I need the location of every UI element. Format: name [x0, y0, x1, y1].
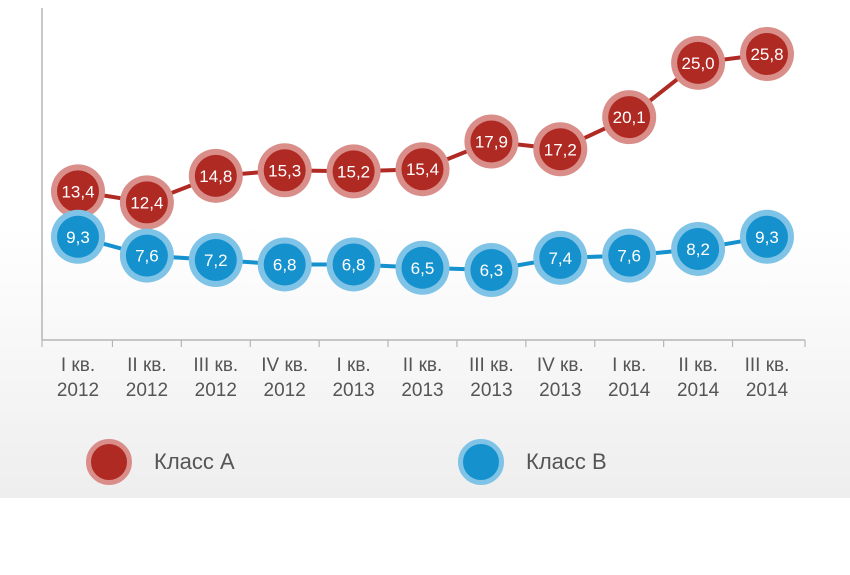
data-point-class-b [539, 236, 582, 279]
data-point-class-b [57, 215, 99, 258]
data-point-class-b [608, 234, 651, 277]
x-tick-label: II кв. 2014 [677, 355, 720, 401]
data-label-class-a: 17,2 [544, 140, 577, 159]
data-point-class-a [677, 41, 720, 84]
x-tick-label: III кв. 2012 [193, 355, 238, 401]
legend-marker-class-a [86, 439, 132, 485]
data-point-class-b [470, 249, 513, 291]
data-label-class-a: 25,0 [682, 54, 715, 73]
x-tick-label: I кв. 2014 [608, 355, 651, 401]
data-label-class-b: 6,8 [342, 255, 366, 274]
data-point-class-a [539, 128, 582, 171]
data-point-class-b [125, 234, 168, 277]
data-point-class-a [57, 170, 99, 213]
data-point-class-b [263, 243, 306, 286]
data-point-class-a [332, 150, 375, 193]
data-point-class-a [608, 96, 651, 139]
x-tick-label: II кв. 2013 [401, 355, 443, 401]
data-label-class-b: 7,6 [135, 247, 159, 266]
legend-marker-class-b [458, 439, 504, 485]
data-label-class-a: 17,9 [475, 133, 508, 152]
data-label-class-a: 14,8 [199, 167, 232, 186]
data-label-class-b: 7,2 [204, 251, 228, 270]
data-label-class-b: 6,8 [273, 255, 297, 274]
data-point-class-a [125, 181, 168, 224]
data-point-class-b [401, 246, 444, 289]
x-tick-label: II кв. 2012 [126, 355, 168, 401]
data-point-class-b [746, 215, 788, 258]
data-point-class-a [470, 120, 513, 163]
legend-item-class-a: Класс А [86, 436, 235, 488]
x-tick-label: III кв. 2013 [469, 355, 514, 401]
x-tick-label: III кв. 2014 [745, 355, 790, 401]
data-label-class-b: 8,2 [686, 240, 710, 259]
data-point-class-b [194, 239, 237, 282]
data-label-class-b: 9,3 [66, 228, 90, 247]
data-point-class-a [401, 148, 444, 191]
data-label-class-b: 7,6 [617, 247, 641, 266]
data-point-class-a [746, 33, 788, 75]
data-point-class-a [194, 154, 237, 197]
x-tick-label: I кв. 2012 [57, 355, 99, 401]
legend-label-class-a: Класс А [154, 449, 235, 474]
data-label-class-a: 13,4 [61, 182, 94, 201]
data-label-class-a: 12,4 [130, 193, 163, 212]
x-tick-label: IV кв. 2013 [537, 355, 584, 401]
line-chart: I кв. 2012 II кв. 2012 III кв. 2012 IV кв. 2012… [41, 8, 806, 401]
x-tick-label: I кв. 2013 [332, 355, 374, 401]
legend-label-class-b: Класс В [526, 449, 607, 474]
data-label-class-a: 15,2 [337, 162, 370, 181]
data-label-class-b: 7,4 [548, 249, 572, 268]
data-label-class-a: 15,3 [268, 161, 301, 180]
data-label-class-a: 25,8 [750, 45, 783, 64]
data-label-class-b: 6,3 [480, 261, 504, 280]
data-label-class-a: 15,4 [406, 160, 439, 179]
data-label-class-a: 20,1 [613, 108, 646, 127]
data-point-class-b [332, 243, 375, 286]
legend-item-class-b: Класс В [458, 436, 607, 488]
data-point-class-a [263, 149, 306, 192]
data-label-class-b: 9,3 [755, 228, 779, 247]
data-point-class-b [677, 227, 720, 270]
x-tick-label: IV кв. 2012 [261, 355, 308, 401]
data-label-class-b: 6,5 [411, 259, 435, 278]
